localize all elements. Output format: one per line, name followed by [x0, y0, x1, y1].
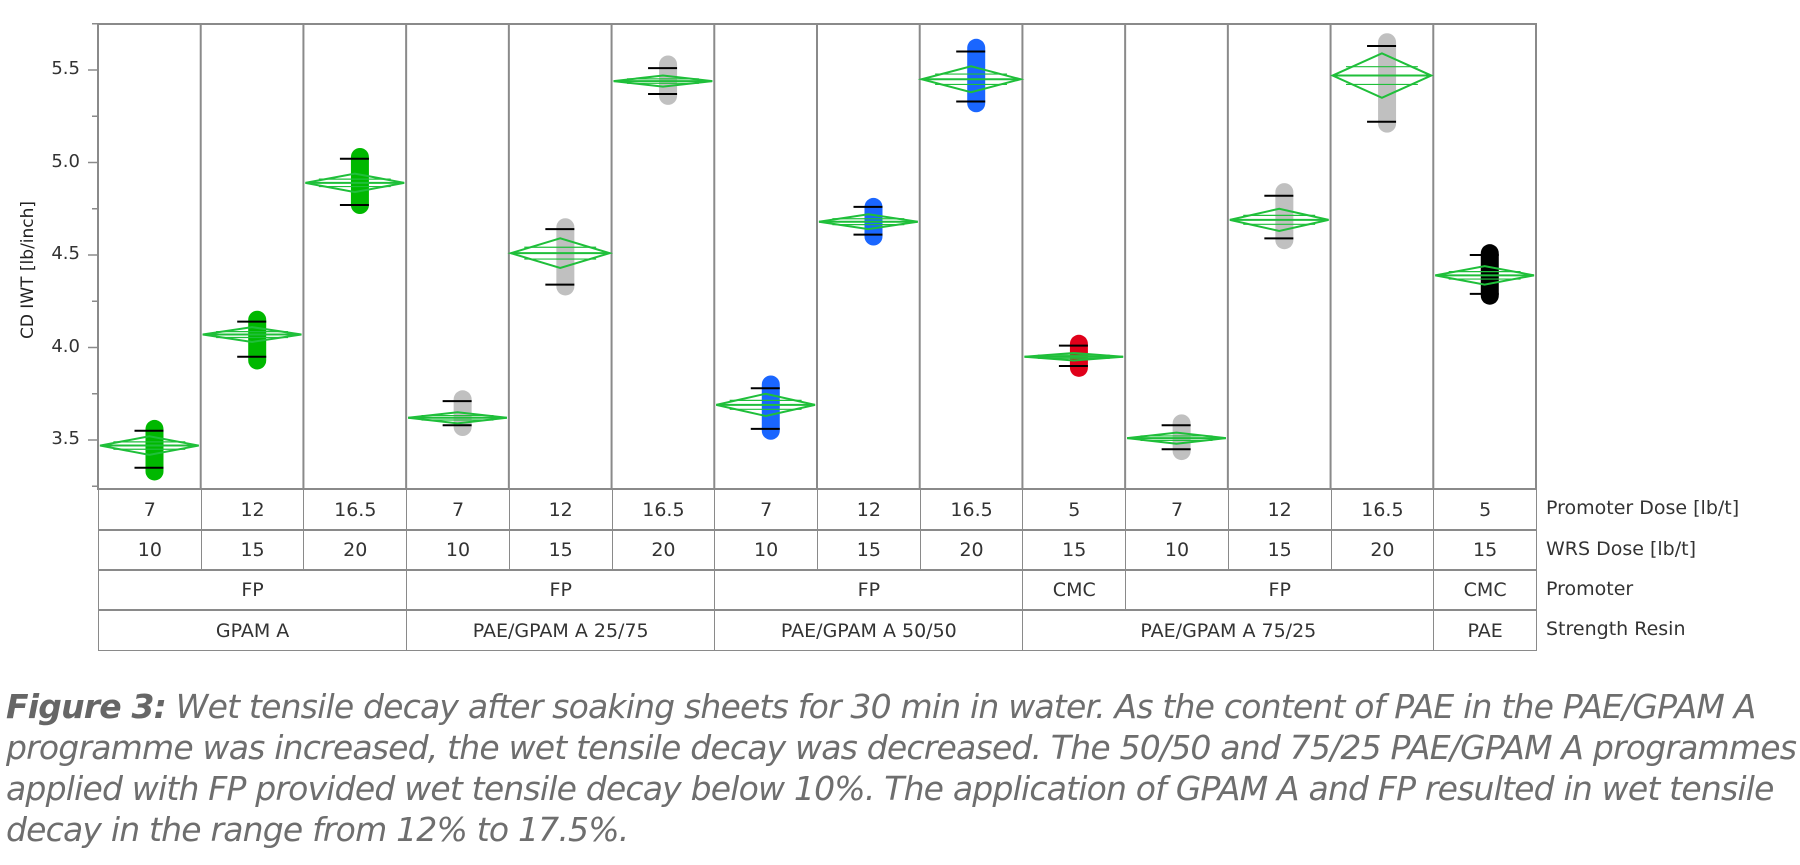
promoter-cell: FP — [98, 570, 408, 610]
promoter-cell: FP — [1125, 570, 1435, 610]
promoter-dose-cell: 7 — [1125, 489, 1229, 530]
row-label: WRS Dose [lb/t] — [1546, 538, 1696, 560]
wrs-dose-cell: 10 — [714, 530, 818, 570]
wrs-dose-cell: 15 — [508, 530, 613, 570]
row-label: Strength Resin — [1546, 618, 1686, 640]
y-tick-label: 5.0 — [51, 150, 80, 172]
promoter-dose-cell: 16.5 — [919, 489, 1024, 530]
wrs-dose-cell: 15 — [1227, 530, 1332, 570]
strength-resin-cell: GPAM A — [98, 610, 408, 651]
promoter-cell: FP — [406, 570, 716, 610]
data-points — [1378, 33, 1397, 133]
data-points — [967, 38, 986, 113]
strength-resin-cell: PAE/GPAM A 25/75 — [406, 610, 716, 651]
wrs-dose-cell: 20 — [1330, 530, 1435, 570]
strength-resin-cell: PAE/GPAM A 75/25 — [1022, 610, 1435, 651]
wrs-dose-cell: 15 — [1022, 530, 1127, 570]
wrs-dose-cell: 10 — [98, 530, 202, 570]
y-tick-label: 3.5 — [51, 428, 80, 449]
promoter-dose-cell: 7 — [406, 489, 510, 530]
row-label: Promoter Dose [lb/t] — [1546, 497, 1740, 519]
data-points — [1275, 183, 1294, 250]
row-label: Promoter — [1546, 578, 1634, 600]
promoter-dose-cell: 5 — [1433, 489, 1537, 530]
figure-caption: Figure 3: Wet tensile decay after soakin… — [6, 686, 1800, 850]
wrs-dose-cell: 10 — [1125, 530, 1229, 570]
promoter-cell: CMC — [1433, 570, 1537, 610]
promoter-dose-cell: 12 — [1227, 489, 1332, 530]
promoter-dose-cell: 7 — [714, 489, 818, 530]
plot-area — [88, 23, 1537, 490]
y-tick-label: 4.5 — [51, 243, 80, 264]
promoter-dose-cell: 12 — [508, 489, 613, 530]
data-points — [248, 310, 267, 370]
wrs-dose-cell: 15 — [1433, 530, 1537, 570]
caption-label: Figure 3: — [6, 687, 167, 726]
data-points — [761, 375, 780, 440]
wrs-dose-cell: 15 — [817, 530, 921, 570]
strength-resin-cell: PAE — [1433, 610, 1537, 651]
data-points — [145, 419, 164, 481]
y-tick-label: 4.0 — [51, 335, 80, 357]
wrs-dose-cell: 20 — [919, 530, 1024, 570]
wrs-dose-cell: 20 — [611, 530, 716, 570]
promoter-dose-cell: 16.5 — [611, 489, 716, 530]
promoter-dose-cell: 12 — [817, 489, 921, 530]
promoter-dose-cell: 5 — [1022, 489, 1127, 530]
wrs-dose-cell: 10 — [406, 530, 510, 570]
variability-chart: CD IWT [lb/inch] 3.5 4.0 4.5 5.0 5.5 7 12 16.5… — [18, 23, 1740, 651]
data-points — [350, 147, 369, 215]
y-tick-label: 5.5 — [51, 58, 80, 79]
promoter-dose-cell: 12 — [200, 489, 305, 530]
promoter-dose-cell: 16.5 — [1330, 489, 1435, 530]
caption-text: Wet tensile decay after soaking sheets f… — [6, 687, 1797, 849]
promoter-cell: CMC — [1022, 570, 1127, 610]
wrs-dose-cell: 20 — [303, 530, 408, 570]
wrs-dose-cell: 15 — [200, 530, 305, 570]
promoter-dose-cell: 7 — [98, 489, 202, 530]
promoter-cell: FP — [714, 570, 1024, 610]
strength-resin-cell: PAE/GPAM A 50/50 — [714, 610, 1024, 651]
promoter-dose-cell: 16.5 — [303, 489, 408, 530]
